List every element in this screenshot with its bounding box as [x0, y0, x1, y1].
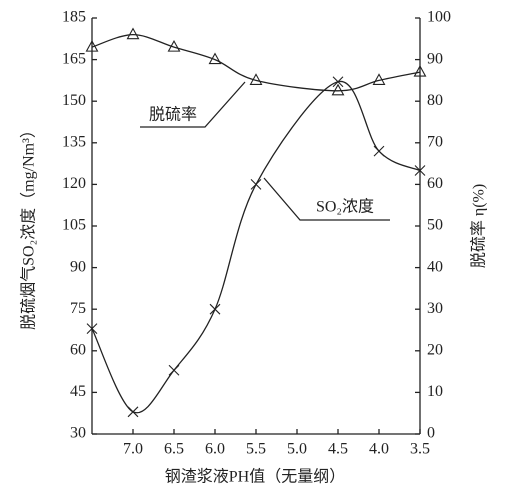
- marker: [208, 52, 222, 65]
- marker: [332, 76, 344, 88]
- marker: [126, 27, 140, 40]
- series-line: [91, 81, 421, 414]
- marker: [372, 73, 386, 85]
- y-axis-title: 脱硫烟气SO₂浓度（mg/Nm³）: [20, 122, 38, 330]
- marker: [86, 323, 98, 335]
- marker: [127, 406, 139, 418]
- marker: [414, 165, 426, 176]
- marker: [250, 179, 262, 190]
- series-label: SO₂浓度: [316, 198, 374, 216]
- annotation-leader: [263, 177, 390, 221]
- marker: [373, 145, 385, 157]
- y2-tick-label: 10: [427, 383, 443, 400]
- y-tick-label: 165: [62, 50, 86, 67]
- y2-axis-title: 脱硫率 η(%): [470, 184, 488, 268]
- y-tick-label: 45: [70, 383, 86, 400]
- y2-tick-label: 30: [427, 300, 443, 317]
- marker: [413, 64, 427, 77]
- x-tick-label: 6.5: [164, 441, 184, 458]
- x-tick-label: 4.0: [369, 441, 389, 458]
- annotation-leader: [140, 81, 246, 128]
- y2-tick-label: 90: [427, 50, 443, 67]
- marker: [249, 73, 263, 85]
- y2-tick-label: 0: [427, 425, 435, 442]
- x-tick-label: 5.0: [287, 441, 307, 458]
- series-label: 脱硫率: [149, 106, 197, 124]
- marker: [168, 364, 180, 376]
- marker: [85, 39, 99, 52]
- x-tick-label: 5.5: [246, 441, 266, 458]
- y2-tick-label: 50: [427, 217, 443, 234]
- x-tick-label: 7.0: [123, 441, 143, 458]
- y-tick-label: 30: [70, 425, 86, 442]
- y2-tick-label: 20: [427, 341, 443, 358]
- y-tick-label: 150: [62, 92, 86, 109]
- y2-tick-label: 40: [427, 258, 443, 275]
- y-tick-label: 135: [62, 133, 86, 150]
- marker: [331, 83, 345, 96]
- y-tick-label: 60: [70, 341, 86, 358]
- x-tick-label: 3.5: [410, 441, 430, 458]
- y-tick-label: 185: [62, 9, 86, 26]
- x-tick-label: 6.0: [205, 441, 225, 458]
- y-tick-label: 105: [62, 217, 86, 234]
- y-tick-label: 90: [70, 258, 86, 275]
- x-tick-label: 4.5: [328, 441, 348, 458]
- y-tick-label: 75: [70, 300, 86, 317]
- y-tick-label: 120: [62, 175, 86, 192]
- y2-tick-label: 60: [427, 175, 443, 192]
- y2-tick-label: 80: [427, 92, 443, 109]
- marker: [209, 303, 221, 315]
- series-line: [91, 33, 421, 92]
- x-axis-title: 钢渣浆液PH值（无量纲）: [165, 468, 345, 486]
- marker: [167, 39, 181, 52]
- y2-tick-label: 100: [427, 9, 451, 26]
- y2-tick-label: 70: [427, 133, 443, 150]
